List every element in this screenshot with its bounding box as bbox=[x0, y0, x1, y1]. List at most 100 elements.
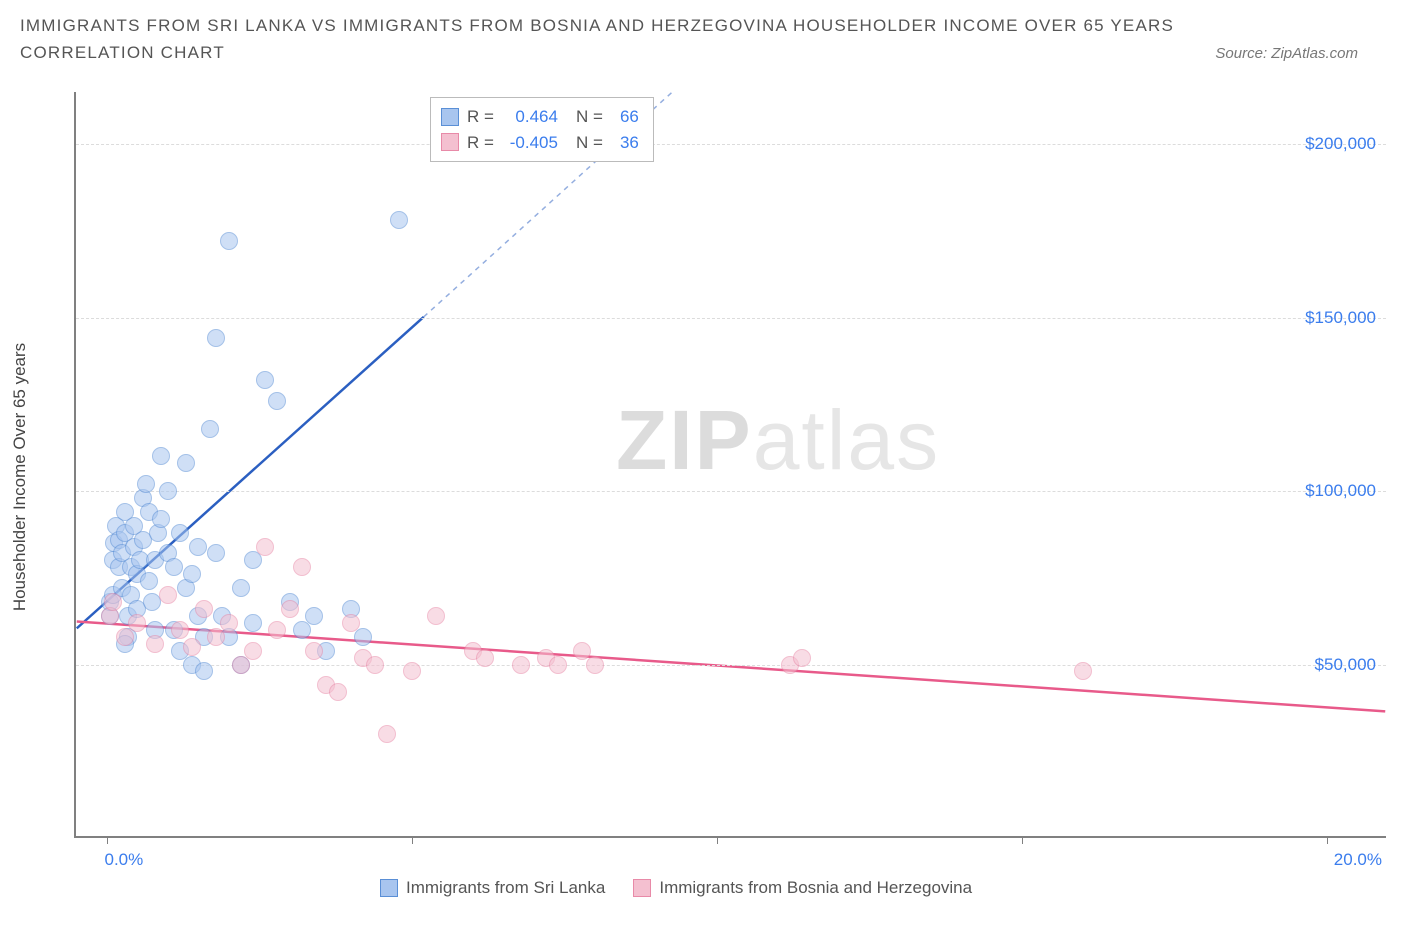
legend-item: Immigrants from Bosnia and Herzegovina bbox=[633, 878, 972, 898]
stats-row: R = -0.405 N = 36 bbox=[441, 130, 639, 156]
data-point bbox=[244, 642, 262, 660]
data-point bbox=[268, 621, 286, 639]
x-tick bbox=[1022, 836, 1023, 844]
source-prefix: Source: bbox=[1215, 45, 1271, 62]
data-point bbox=[293, 621, 311, 639]
data-point bbox=[390, 211, 408, 229]
legend-label: Immigrants from Bosnia and Herzegovina bbox=[659, 878, 972, 898]
gridline-horizontal bbox=[76, 144, 1386, 145]
gridline-horizontal bbox=[76, 491, 1386, 492]
data-point bbox=[207, 628, 225, 646]
y-tick-label: $150,000 bbox=[1305, 308, 1376, 328]
x-tick bbox=[412, 836, 413, 844]
x-tick bbox=[107, 836, 108, 844]
data-point bbox=[195, 662, 213, 680]
data-point bbox=[195, 600, 213, 618]
r-value: -0.405 bbox=[502, 130, 558, 156]
data-point bbox=[104, 593, 122, 611]
data-point bbox=[342, 614, 360, 632]
data-point bbox=[201, 420, 219, 438]
stats-row: R = 0.464 N = 66 bbox=[441, 104, 639, 130]
data-point bbox=[128, 614, 146, 632]
r-label: R = bbox=[467, 104, 494, 130]
trend-lines-layer bbox=[76, 92, 1386, 836]
n-label: N = bbox=[576, 130, 603, 156]
data-point bbox=[171, 524, 189, 542]
data-point bbox=[268, 392, 286, 410]
x-tick bbox=[717, 836, 718, 844]
chart-area: Householder Income Over 65 years ZIPatla… bbox=[50, 92, 1386, 862]
data-point bbox=[476, 649, 494, 667]
data-point bbox=[159, 586, 177, 604]
data-point bbox=[159, 482, 177, 500]
data-point bbox=[1074, 662, 1092, 680]
x-tick-label: 20.0% bbox=[1334, 850, 1382, 870]
data-point bbox=[549, 656, 567, 674]
data-point bbox=[403, 662, 421, 680]
y-tick-label: $50,000 bbox=[1315, 655, 1376, 675]
data-point bbox=[183, 638, 201, 656]
y-axis-title: Householder Income Over 65 years bbox=[10, 343, 30, 611]
data-point bbox=[378, 725, 396, 743]
data-point bbox=[146, 635, 164, 653]
data-point bbox=[152, 447, 170, 465]
gridline-horizontal bbox=[76, 318, 1386, 319]
data-point bbox=[171, 621, 189, 639]
series-swatch bbox=[441, 133, 459, 151]
data-point bbox=[366, 656, 384, 674]
data-point bbox=[256, 538, 274, 556]
data-point bbox=[427, 607, 445, 625]
title-region: IMMIGRANTS FROM SRI LANKA VS IMMIGRANTS … bbox=[0, 0, 1406, 70]
data-point bbox=[137, 475, 155, 493]
source-attribution: Source: ZipAtlas.com bbox=[1215, 45, 1386, 62]
n-label: N = bbox=[576, 104, 603, 130]
data-point bbox=[177, 454, 195, 472]
n-value: 66 bbox=[611, 104, 639, 130]
y-tick-label: $100,000 bbox=[1305, 481, 1376, 501]
legend-swatch bbox=[633, 879, 651, 897]
plot-region: ZIPatlas $50,000 $100,000 $150,000 $200,000… bbox=[74, 92, 1386, 838]
watermark: ZIPatlas bbox=[616, 392, 940, 489]
data-point bbox=[329, 683, 347, 701]
chart-title-line2: CORRELATION CHART bbox=[20, 39, 225, 66]
x-tick bbox=[1327, 836, 1328, 844]
y-tick-label: $200,000 bbox=[1305, 134, 1376, 154]
data-point bbox=[183, 565, 201, 583]
data-point bbox=[116, 628, 134, 646]
data-point bbox=[207, 329, 225, 347]
data-point bbox=[152, 510, 170, 528]
r-label: R = bbox=[467, 130, 494, 156]
data-point bbox=[256, 371, 274, 389]
data-point bbox=[244, 551, 262, 569]
watermark-light: atlas bbox=[753, 393, 940, 487]
data-point bbox=[232, 579, 250, 597]
series-swatch bbox=[441, 108, 459, 126]
gridline-horizontal bbox=[76, 665, 1386, 666]
chart-title-line1: IMMIGRANTS FROM SRI LANKA VS IMMIGRANTS … bbox=[20, 12, 1386, 39]
data-point bbox=[220, 614, 238, 632]
data-point bbox=[793, 649, 811, 667]
data-point bbox=[140, 572, 158, 590]
data-point bbox=[232, 656, 250, 674]
correlation-stats-box: R = 0.464 N = 66 R = -0.405 N = 36 bbox=[430, 97, 654, 162]
data-point bbox=[354, 628, 372, 646]
data-point bbox=[220, 232, 238, 250]
data-point bbox=[305, 607, 323, 625]
data-point bbox=[165, 558, 183, 576]
data-point bbox=[189, 538, 207, 556]
legend-item: Immigrants from Sri Lanka bbox=[380, 878, 605, 898]
data-point bbox=[207, 544, 225, 562]
data-point bbox=[512, 656, 530, 674]
watermark-bold: ZIP bbox=[616, 393, 753, 487]
source-name: ZipAtlas.com bbox=[1271, 45, 1358, 62]
legend-swatch bbox=[380, 879, 398, 897]
data-point bbox=[281, 600, 299, 618]
legend-label: Immigrants from Sri Lanka bbox=[406, 878, 605, 898]
data-point bbox=[244, 614, 262, 632]
legend: Immigrants from Sri Lanka Immigrants from… bbox=[380, 878, 972, 898]
r-value: 0.464 bbox=[502, 104, 558, 130]
data-point bbox=[305, 642, 323, 660]
n-value: 36 bbox=[611, 130, 639, 156]
data-point bbox=[586, 656, 604, 674]
x-tick-label: 0.0% bbox=[105, 850, 144, 870]
